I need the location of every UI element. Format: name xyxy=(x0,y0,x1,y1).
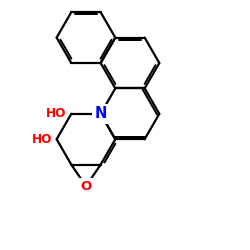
Text: N: N xyxy=(94,106,107,121)
Text: HO: HO xyxy=(46,107,67,120)
Text: HO: HO xyxy=(32,133,52,146)
Text: O: O xyxy=(80,180,92,193)
